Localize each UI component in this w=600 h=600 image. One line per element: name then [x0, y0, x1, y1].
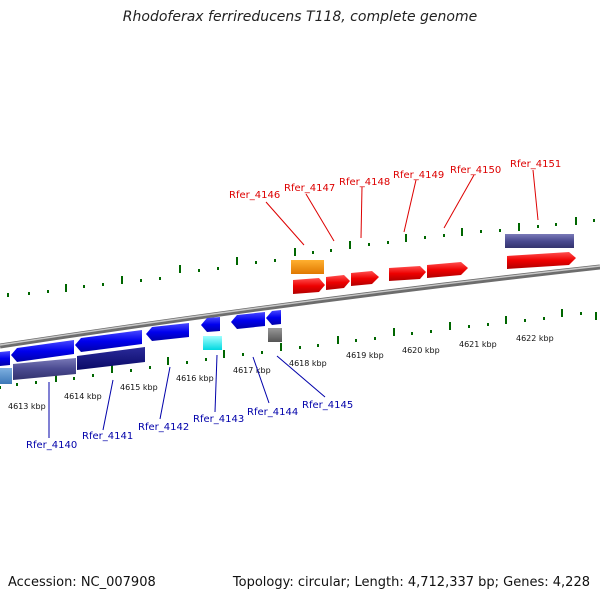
gene-label-Rfer_4141[interactable]: Rfer_4141	[82, 431, 133, 442]
genome-backbone	[0, 264, 600, 349]
gene-Rfer_4147[interactable]	[326, 275, 350, 290]
reverse-genes	[0, 310, 282, 384]
kbp-label: 4620 kbp	[402, 346, 440, 355]
gene-label-Rfer_4146[interactable]: Rfer_4146	[229, 190, 280, 201]
gene-Rfer_4149[interactable]	[389, 266, 426, 281]
kbp-label: 4613 kbp	[8, 402, 46, 411]
gene-Rfer_4143[interactable]	[201, 317, 220, 332]
gene-Rfer_4141[interactable]	[75, 330, 142, 352]
kbp-label: 4619 kbp	[346, 351, 384, 360]
reverse-tick-track	[0, 309, 597, 389]
gene-light-blue[interactable]	[0, 368, 12, 384]
gene-label-Rfer_4151[interactable]: Rfer_4151	[510, 159, 561, 170]
gene-label-Rfer_4145[interactable]: Rfer_4145	[302, 400, 353, 411]
kbp-label: 4618 kbp	[289, 359, 327, 368]
gene-cyan[interactable]	[203, 336, 222, 350]
gene-Rfer_4146[interactable]	[293, 278, 325, 294]
gene-reverse-edge[interactable]	[0, 351, 10, 366]
genome-summary-text: Topology: circular; Length: 4,712,337 bp…	[232, 575, 590, 590]
kbp-label: 4616 kbp	[176, 374, 214, 383]
kbp-scale: 4613 kbp 4614 kbp 4615 kbp 4616 kbp 4617…	[8, 334, 554, 411]
gene-orange[interactable]	[291, 260, 324, 274]
gene-label-Rfer_4147[interactable]: Rfer_4147	[284, 183, 335, 194]
gene-Rfer_4151-arrow[interactable]	[507, 252, 576, 269]
kbp-label: 4622 kbp	[516, 334, 554, 343]
kbp-label: 4617 kbp	[233, 366, 271, 375]
forward-genes	[291, 234, 576, 294]
accession-text: Accession: NC_007908	[8, 575, 156, 590]
forward-tick-track	[7, 217, 595, 297]
gene-slate-2[interactable]	[13, 358, 76, 380]
kbp-label: 4615 kbp	[120, 383, 158, 392]
gene-label-Rfer_4142[interactable]: Rfer_4142	[138, 422, 189, 433]
page-title: Rhodoferax ferrireducens T118, complete …	[122, 9, 478, 25]
gene-Rfer_4151[interactable]	[505, 234, 574, 248]
gene-label-Rfer_4140[interactable]: Rfer_4140	[26, 440, 77, 451]
gene-gray[interactable]	[268, 328, 282, 342]
gene-label-Rfer_4144[interactable]: Rfer_4144	[247, 407, 298, 418]
kbp-label: 4621 kbp	[459, 340, 497, 349]
gene-navy[interactable]	[77, 347, 145, 370]
gene-Rfer_4140[interactable]	[11, 340, 74, 362]
genome-backbone-highlight	[0, 265, 600, 346]
forward-gene-labels	[265, 169, 539, 246]
gene-label-Rfer_4148[interactable]: Rfer_4148	[339, 177, 390, 188]
gene-Rfer_4144[interactable]	[231, 312, 265, 329]
gene-Rfer_4150[interactable]	[427, 262, 468, 278]
gene-Rfer_4145[interactable]	[266, 310, 281, 325]
reverse-gene-labels	[48, 354, 326, 438]
gene-Rfer_4148[interactable]	[351, 271, 379, 286]
gene-label-Rfer_4150[interactable]: Rfer_4150	[450, 165, 501, 176]
gene-label-Rfer_4143[interactable]: Rfer_4143	[193, 414, 244, 425]
gene-label-Rfer_4149[interactable]: Rfer_4149	[393, 170, 444, 181]
kbp-label: 4614 kbp	[64, 392, 102, 401]
gene-Rfer_4142[interactable]	[146, 323, 189, 341]
